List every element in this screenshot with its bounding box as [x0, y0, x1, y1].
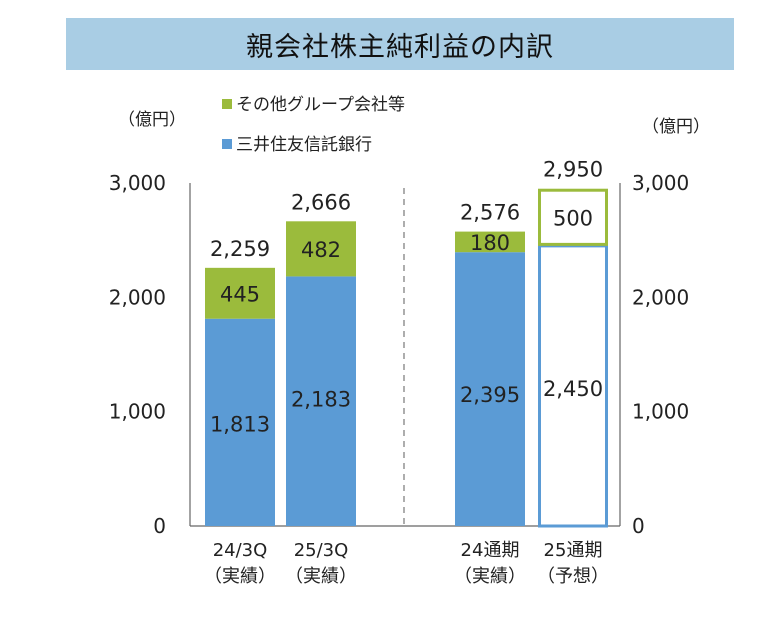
value-label-other: 180 [470, 231, 510, 255]
left-unit-label: （億円） [118, 110, 186, 130]
y-tick-label-right: 3,000 [632, 171, 689, 195]
value-label-other: 482 [301, 238, 341, 262]
value-label-other: 445 [220, 282, 260, 306]
y-tick-label-right: 1,000 [632, 400, 689, 424]
legend-swatch-bank [222, 139, 232, 149]
category-sublabel: （実績） [204, 566, 276, 587]
legend-label-other: その他グループ会社等 [236, 95, 405, 115]
y-tick-label-left: 1,000 [109, 400, 166, 424]
category-label: 25通期 [544, 540, 603, 561]
bar-other [286, 221, 356, 277]
title-bar: 親会社株主純利益の内訳 [66, 18, 734, 70]
legend-label-bank: 三井住友信託銀行 [236, 135, 372, 155]
bar-bank [205, 318, 275, 526]
bar-other-forecast [538, 188, 608, 246]
y-tick-label-left: 3,000 [109, 171, 166, 195]
value-label-bank: 2,183 [291, 387, 351, 411]
y-tick-label-left: 0 [153, 514, 166, 538]
bar-bank [286, 276, 356, 526]
y-tick-label-right: 2,000 [632, 285, 689, 309]
value-label-bank: 2,395 [460, 383, 520, 407]
chart-title: 親会社株主純利益の内訳 [246, 31, 554, 63]
chart-marks: 0 0 1,000 1,000 2,000 2,000 3,000 3,000 1,813 445… [109, 158, 690, 587]
bar-bank [455, 252, 525, 526]
category-label: 24/3Q [213, 540, 268, 561]
category-sublabel: （実績） [454, 566, 526, 587]
total-label: 2,259 [210, 237, 270, 261]
value-label-bank: 1,813 [210, 413, 270, 437]
y-tick-label-right: 0 [632, 514, 645, 538]
category-label: 24通期 [461, 540, 520, 561]
value-label-bank: 2,450 [543, 377, 603, 401]
right-unit-label: （億円） [642, 117, 710, 137]
total-label: 2,950 [543, 158, 603, 182]
bar-bank-forecast [538, 244, 608, 528]
bar-other [205, 267, 275, 319]
category-sublabel: （予想） [537, 566, 609, 587]
category-label: 25/3Q [294, 540, 349, 561]
legend-swatch-other [222, 99, 232, 109]
bar-other [455, 231, 525, 253]
value-label-other: 500 [553, 206, 593, 230]
category-sublabel: （実績） [285, 566, 357, 587]
total-label: 2,666 [291, 190, 351, 214]
y-tick-label-left: 2,000 [109, 285, 166, 309]
total-label: 2,576 [460, 201, 520, 225]
